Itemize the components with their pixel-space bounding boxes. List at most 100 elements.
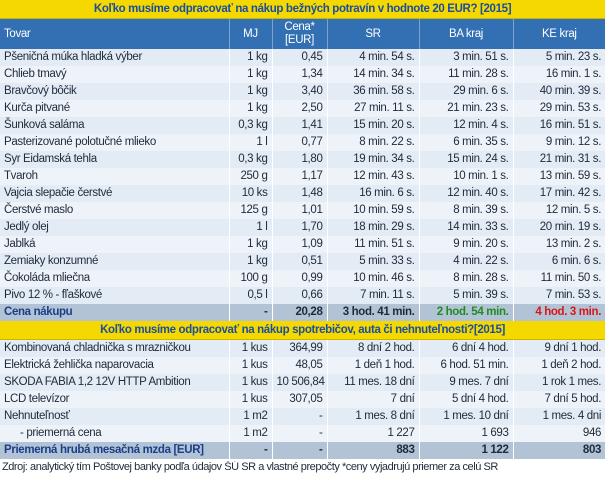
table-row: Syr Eidamská tehla 0,3 kg 1,80 19 min. 34 s… (0, 151, 606, 168)
price: 0,45 (272, 49, 328, 66)
sr-time: 36 min. 58 s. (327, 83, 420, 100)
ke-time: 1 rok 1 mes. (513, 374, 606, 391)
ba-time: 5 dní 4 hod. (419, 391, 514, 408)
total-ba: 2 hod. 54 min. (419, 304, 514, 321)
total-sr: 3 hod. 41 min. (327, 304, 420, 321)
price: 364,99 (272, 339, 328, 357)
table-row: Chlieb tmavý 1 kg 1,34 14 min. 34 s. 11 min.… (0, 66, 606, 83)
table-row: Zemiaky konzumné 1 kg 0,51 5 min. 33 s. 4 mi… (0, 253, 606, 270)
price: 1,34 (272, 66, 328, 83)
ke-time: 9 dní 1 hod. (513, 339, 606, 357)
ba-time: 1 693 (419, 425, 514, 442)
ba-time: 29 min. 6 s. (419, 83, 514, 100)
table-row: Elektrická žehlička naparovacia 1 kus 48,0… (0, 357, 606, 374)
section2-title-row: Koľko musíme odpracovať na nákup spotreb… (0, 321, 606, 340)
price: 307,05 (272, 391, 328, 408)
item-name: Elektrická žehlička naparovacia (0, 357, 230, 374)
total-mj: - (229, 304, 273, 321)
price: 0,99 (272, 270, 328, 287)
ba-time: 9 min. 20 s. (419, 236, 514, 253)
sr-time: 15 min. 20 s. (327, 117, 420, 134)
table-row: Pšeničná múka hladká výber 1 kg 0,45 4 min.… (0, 49, 606, 66)
sr-time: 10 min. 46 s. (327, 270, 420, 287)
price: 0,77 (272, 134, 328, 151)
ba-time: 3 min. 51 s. (419, 49, 514, 66)
unit: 0,5 l (229, 287, 273, 304)
table-row: Tvaroh 250 g 1,17 12 min. 43 s. 10 min. 1 s.… (0, 168, 606, 185)
ba-time: 1 mes. 10 dní (419, 408, 514, 425)
sr-time: 8 min. 22 s. (327, 134, 420, 151)
header-ke-kraj: KE kraj (513, 18, 606, 49)
item-name: Čerstvé maslo (0, 202, 230, 219)
price: 1,70 (272, 219, 328, 236)
wage-sr: 883 (327, 442, 420, 459)
price: 1,48 (272, 185, 328, 202)
ba-time: 5 min. 39 s. (419, 287, 514, 304)
header-ba-kraj: BA kraj (419, 18, 514, 49)
unit: 1 m2 (229, 408, 273, 425)
price: 2,50 (272, 100, 328, 117)
item-name: Bravčový bôčik (0, 83, 230, 100)
ke-time: 21 min. 31 s. (513, 151, 606, 168)
ke-time: 7 min. 53 s. (513, 287, 606, 304)
unit: 1 l (229, 134, 273, 151)
ba-time: 14 min. 33 s. (419, 219, 514, 236)
item-name: LCD televízor (0, 391, 230, 408)
ke-time: 16 min. 51 s. (513, 117, 606, 134)
section1-title: Koľko musíme odpracovať na nákup bežných… (0, 0, 606, 19)
unit: 1 kg (229, 253, 273, 270)
ba-time: 8 min. 39 s. (419, 202, 514, 219)
table-row: - priemerná cena 1 m2-1 227 1 693 946 (0, 425, 606, 442)
unit: 1 kg (229, 49, 273, 66)
price: 1,41 (272, 117, 328, 134)
total-price: 20,28 (272, 304, 328, 321)
total-label: Cena nákupu (0, 304, 230, 321)
ke-time: 13 min. 59 s. (513, 168, 606, 185)
header-sr: SR (327, 18, 420, 49)
wage-label: Priemerná hrubá mesačná mzda [EUR] (0, 442, 230, 459)
ke-time: 16 min. 1 s. (513, 66, 606, 83)
ke-time: 17 min. 42 s. (513, 185, 606, 202)
total-ke: 4 hod. 3 min. (513, 304, 606, 321)
unit: 1 kus (229, 339, 273, 357)
ke-time: 11 min. 50 s. (513, 270, 606, 287)
sr-time: 5 min. 33 s. (327, 253, 420, 270)
unit: 1 kg (229, 66, 273, 83)
sr-time: 12 min. 43 s. (327, 168, 420, 185)
item-name: Pšeničná múka hladká výber (0, 49, 230, 66)
ke-time: 6 min. 6 s. (513, 253, 606, 270)
table-row: Kurča pitvané 1 kg 2,50 27 min. 11 s. 21 min… (0, 100, 606, 117)
ba-time: 4 min. 22 s. (419, 253, 514, 270)
unit: 125 g (229, 202, 273, 219)
ke-time: 1 deň 2 hod. (513, 357, 606, 374)
sr-time: 1 deň 1 hod. (327, 357, 420, 374)
price: 0,51 (272, 253, 328, 270)
sr-time: 16 min. 6 s. (327, 185, 420, 202)
sr-time: 11 mes. 18 dní (327, 374, 420, 391)
unit: 1 kg (229, 83, 273, 100)
unit: 250 g (229, 168, 273, 185)
ke-time: 1 mes. 4 dni (513, 408, 606, 425)
unit: 1 kus (229, 374, 273, 391)
header-tovar: Tovar (0, 18, 230, 49)
item-name: SKODA FABIA 1,2 12V HTTP Ambition (0, 374, 230, 391)
sr-time: 7 dní (327, 391, 420, 408)
wage-ke: 803 (513, 442, 606, 459)
ke-time: 29 min. 53 s. (513, 100, 606, 117)
table-row: Kombinovaná chladnička s mrazničkou 1 kus… (0, 339, 606, 357)
table-row: Pivo 12 % - fľaškové 0,5 l 0,66 7 min. 11 s… (0, 287, 606, 304)
item-name: Syr Eidamská tehla (0, 151, 230, 168)
item-name: Tvaroh (0, 168, 230, 185)
price: 10 506,84 (272, 374, 328, 391)
ba-time: 6 hod. 51 min. (419, 357, 514, 374)
table-row: Nehnuteľnosť 1 m2-1 mes. 8 dní 1 mes. 10 d… (0, 408, 606, 425)
price: 48,05 (272, 357, 328, 374)
ke-time: 40 min. 39 s. (513, 83, 606, 100)
price: - (272, 425, 328, 442)
section1-title-row: Koľko musíme odpracovať na nákup bežných… (0, 0, 606, 19)
ba-time: 8 min. 28 s. (419, 270, 514, 287)
price: 1,01 (272, 202, 328, 219)
section1-body: Pšeničná múka hladká výber 1 kg 0,45 4 min.… (0, 49, 606, 304)
table-row: Jedlý olej 1 l 1,70 18 min. 29 s. 14 min. 33… (0, 219, 606, 236)
